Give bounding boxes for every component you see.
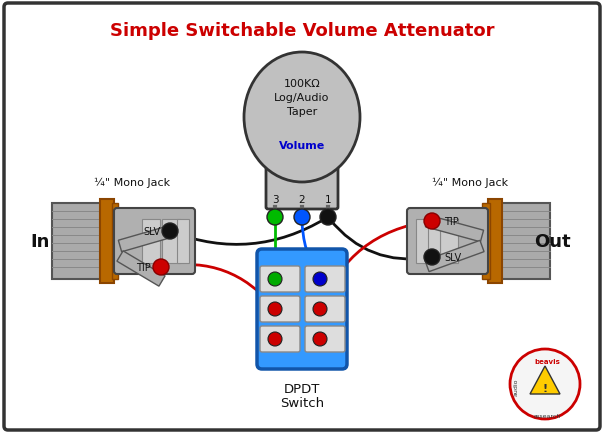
Polygon shape: [530, 366, 560, 394]
Text: research: research: [533, 413, 561, 418]
Text: Volume: Volume: [279, 141, 325, 151]
Bar: [482, 204, 490, 279]
Text: Simple Switchable Volume Attenuator: Simple Switchable Volume Attenuator: [110, 22, 494, 40]
Text: ¼" Mono Jack: ¼" Mono Jack: [94, 178, 170, 187]
Text: beavis: beavis: [534, 358, 560, 364]
FancyBboxPatch shape: [266, 166, 338, 210]
Circle shape: [320, 210, 336, 226]
Text: Out: Out: [534, 233, 570, 250]
Circle shape: [153, 260, 169, 275]
FancyBboxPatch shape: [305, 326, 345, 352]
Text: 2: 2: [299, 194, 305, 204]
Bar: [488, 200, 502, 283]
Ellipse shape: [244, 53, 360, 183]
Circle shape: [313, 332, 327, 346]
FancyBboxPatch shape: [4, 4, 600, 430]
Bar: [498, 204, 550, 279]
Text: DPDT: DPDT: [284, 382, 320, 395]
Text: Switch: Switch: [280, 396, 324, 409]
Text: 3: 3: [272, 194, 278, 204]
Circle shape: [294, 210, 310, 226]
FancyArrow shape: [117, 251, 165, 286]
FancyBboxPatch shape: [257, 250, 347, 369]
Bar: [422, 220, 440, 263]
FancyBboxPatch shape: [260, 296, 300, 322]
FancyBboxPatch shape: [260, 266, 300, 293]
Circle shape: [313, 302, 327, 316]
Text: 1: 1: [325, 194, 332, 204]
Text: SLV: SLV: [143, 227, 160, 237]
Text: TIP: TIP: [444, 217, 459, 227]
Circle shape: [424, 250, 440, 265]
Bar: [177, 220, 189, 263]
Text: In: In: [30, 233, 50, 250]
Bar: [416, 220, 428, 263]
Bar: [162, 220, 180, 263]
FancyBboxPatch shape: [305, 266, 345, 293]
Bar: [440, 220, 458, 263]
Bar: [142, 220, 160, 263]
Text: 100KΩ
Log/Audio
Taper: 100KΩ Log/Audio Taper: [274, 79, 330, 117]
FancyBboxPatch shape: [260, 326, 300, 352]
Circle shape: [313, 273, 327, 286]
Text: !: !: [542, 383, 548, 393]
Bar: [100, 200, 114, 283]
FancyArrow shape: [425, 216, 484, 242]
FancyArrow shape: [118, 226, 174, 252]
FancyBboxPatch shape: [114, 208, 195, 274]
Text: SLV: SLV: [444, 253, 461, 263]
Text: ¼" Mono Jack: ¼" Mono Jack: [432, 178, 508, 187]
FancyBboxPatch shape: [407, 208, 488, 274]
Circle shape: [267, 210, 283, 226]
FancyBboxPatch shape: [305, 296, 345, 322]
Circle shape: [268, 332, 282, 346]
Circle shape: [268, 302, 282, 316]
Circle shape: [162, 224, 178, 240]
Text: TIP: TIP: [137, 263, 151, 273]
Bar: [112, 204, 118, 279]
Circle shape: [510, 349, 580, 419]
Text: audio: audio: [513, 378, 518, 395]
Circle shape: [424, 214, 440, 230]
Circle shape: [268, 273, 282, 286]
FancyArrow shape: [425, 241, 484, 272]
Bar: [52, 204, 104, 279]
